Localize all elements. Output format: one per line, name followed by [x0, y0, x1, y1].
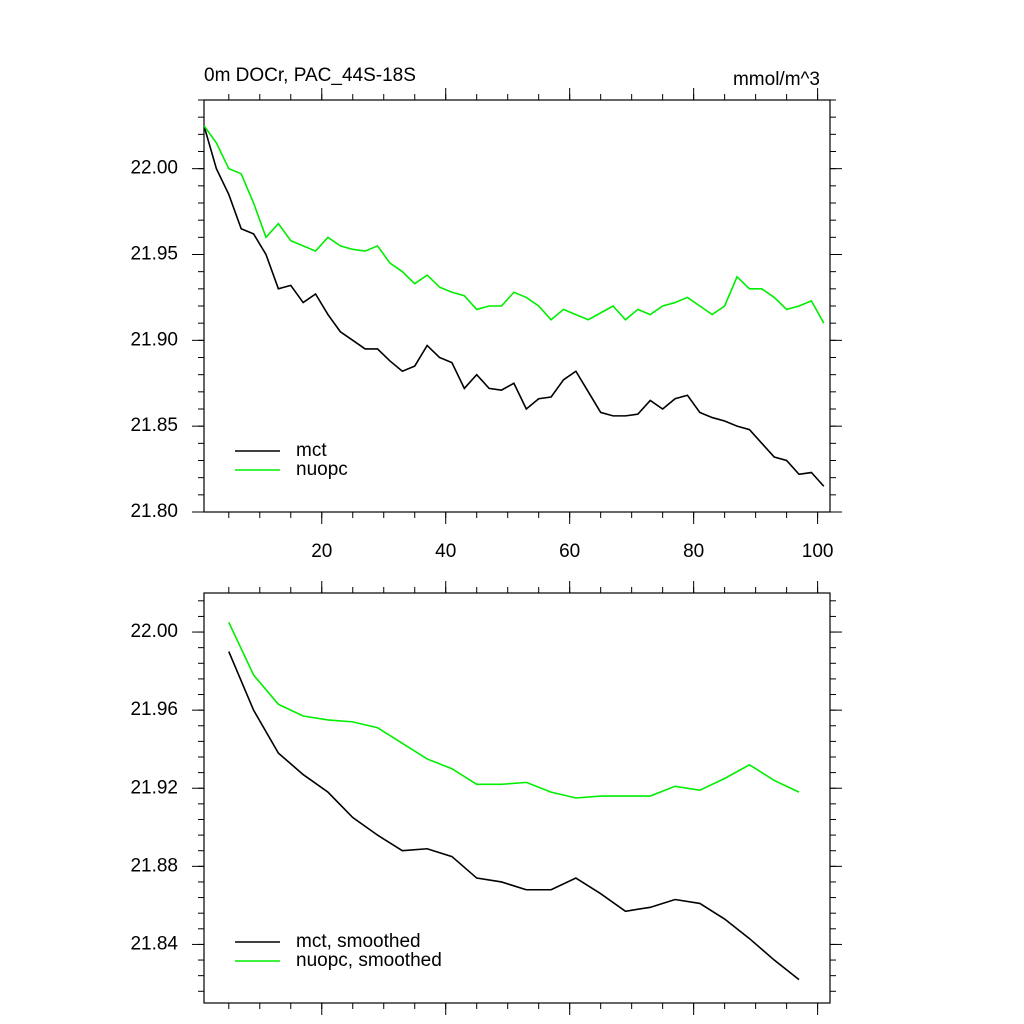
series-line — [228, 651, 800, 981]
series-line — [203, 125, 825, 487]
y-tick-label: 21.80 — [130, 501, 178, 522]
legend-label: nuopc, smoothed — [296, 950, 442, 971]
y-tick-label: 21.84 — [130, 933, 178, 954]
y-tick-label: 22.00 — [130, 621, 178, 642]
x-tick-label: 20 — [311, 541, 332, 562]
x-tick-label: 40 — [435, 541, 456, 562]
series-line — [228, 621, 800, 799]
y-tick-label: 21.92 — [130, 777, 178, 798]
x-tick-label: 60 — [559, 541, 580, 562]
legend-label: mct — [296, 440, 327, 461]
y-tick-label: 21.96 — [130, 699, 178, 720]
y-tick-label: 21.95 — [130, 244, 178, 265]
y-tick-label: 22.00 — [130, 158, 178, 179]
x-tick-label: 80 — [683, 541, 704, 562]
chart-title: 0m DOCr, PAC_44S-18S — [204, 65, 416, 86]
legend-label: nuopc — [296, 459, 348, 480]
units-label: mmol/m^3 — [733, 69, 820, 90]
series-line — [203, 125, 825, 324]
y-tick-label: 21.88 — [130, 855, 178, 876]
y-tick-label: 21.85 — [130, 415, 178, 436]
y-tick-label: 21.90 — [130, 329, 178, 350]
legend-label: mct, smoothed — [296, 931, 421, 952]
x-tick-label: 100 — [802, 541, 834, 562]
plot-frame — [203, 592, 831, 1004]
